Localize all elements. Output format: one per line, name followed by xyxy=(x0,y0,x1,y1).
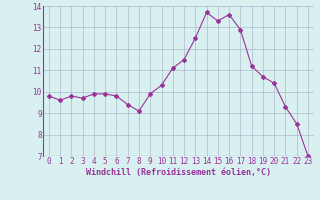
X-axis label: Windchill (Refroidissement éolien,°C): Windchill (Refroidissement éolien,°C) xyxy=(86,168,271,177)
